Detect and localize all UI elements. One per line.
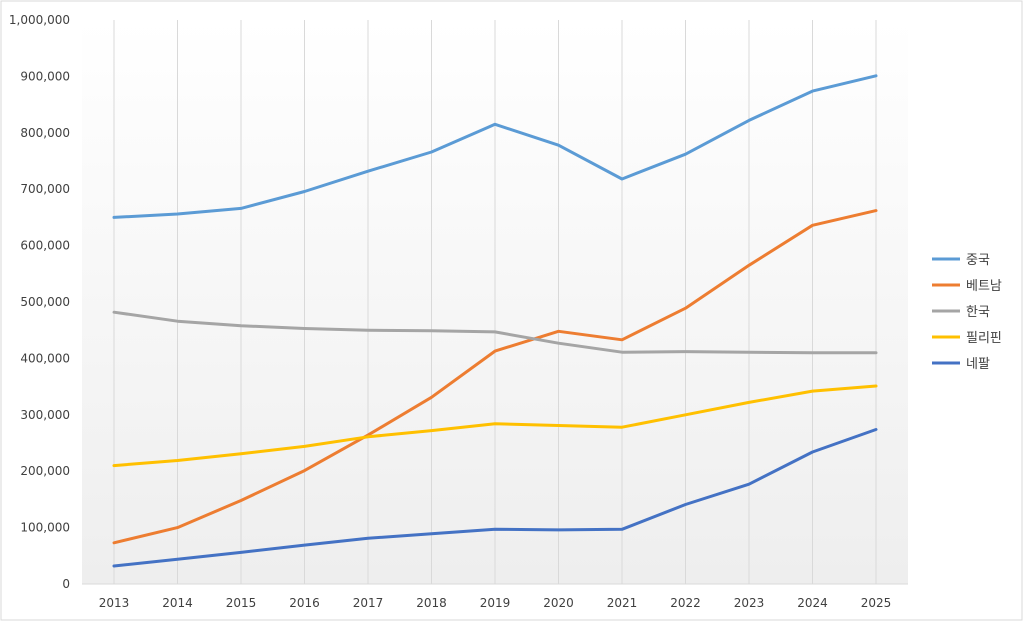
grid-lines — [113, 20, 877, 584]
series-line-5 — [112, 428, 878, 568]
x-tick-label: 2018 — [416, 596, 447, 610]
x-tick-label: 2014 — [162, 596, 193, 610]
series-line-2 — [112, 209, 878, 545]
x-tick-label: 2019 — [480, 596, 511, 610]
series-line-4 — [112, 384, 878, 468]
legend-label-2: 베트남 — [966, 279, 1002, 294]
y-tick-label: 700,000 — [20, 182, 70, 196]
series-line-1 — [112, 74, 878, 219]
x-tick-label: 2025 — [861, 596, 892, 610]
legend-label-4: 필리핀 — [966, 331, 1002, 346]
x-tick-label: 2013 — [99, 596, 130, 610]
legend-label-3: 한국 — [966, 305, 990, 320]
legend-label-5: 네팔 — [966, 357, 990, 372]
y-tick-label: 100,000 — [20, 521, 70, 535]
y-tick-label: 500,000 — [20, 295, 70, 309]
x-tick-label: 2022 — [670, 596, 701, 610]
y-tick-label: 800,000 — [20, 126, 70, 140]
y-tick-label: 1,000,000 — [9, 13, 70, 27]
y-tick-label: 0 — [62, 577, 70, 591]
x-axis: 2013 2014 2015 2016 2017 2018 2019 2020 2021 2022… — [82, 583, 908, 610]
series-lines — [112, 74, 878, 568]
y-tick-label: 900,000 — [20, 69, 70, 83]
x-tick-label: 2023 — [734, 596, 765, 610]
x-tick-label: 2016 — [289, 596, 320, 610]
y-axis: 0 100,000 200,000 300,000 400,000 500,000 600,… — [9, 13, 70, 591]
x-tick-label: 2024 — [797, 596, 828, 610]
x-tick-label: 2015 — [226, 596, 257, 610]
x-tick-label: 2017 — [353, 596, 384, 610]
y-tick-label: 200,000 — [20, 464, 70, 478]
legend-label-1: 중국 — [966, 253, 990, 268]
x-tick-label: 2020 — [543, 596, 574, 610]
x-tick-label: 2021 — [607, 596, 638, 610]
y-tick-label: 300,000 — [20, 408, 70, 422]
series-line-3 — [112, 310, 878, 355]
y-tick-label: 600,000 — [20, 239, 70, 253]
y-tick-label: 400,000 — [20, 351, 70, 365]
